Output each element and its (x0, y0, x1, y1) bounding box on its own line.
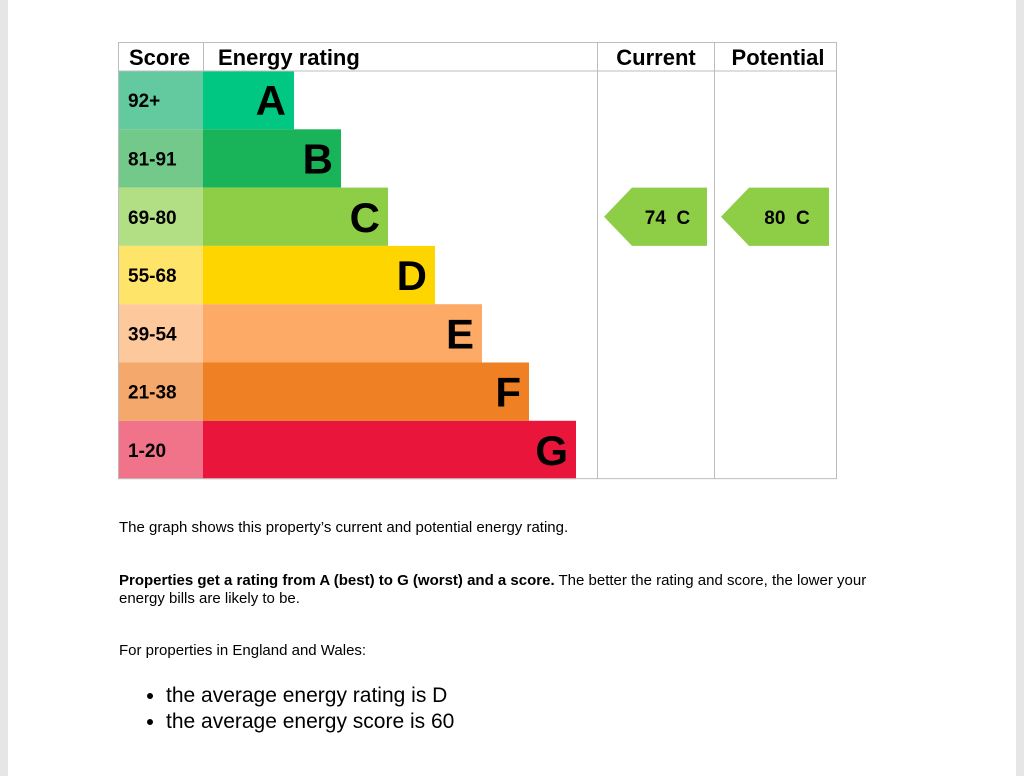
rating-explanation-bold: Properties get a rating from A (best) to… (119, 572, 555, 589)
score-cell-d (118, 245, 203, 305)
header-current: Current (616, 45, 696, 70)
score-cell-g (118, 420, 203, 480)
header-potential: Potential (732, 45, 825, 70)
band-bar-d (203, 245, 435, 305)
band-bar-f (203, 362, 529, 421)
arrows-group: 74 C 80 C (604, 187, 829, 246)
energy-rating-svg: Score Energy rating Current Potential 92… (118, 42, 837, 480)
band-letter-e: E (446, 310, 474, 357)
score-cell-e (118, 304, 203, 363)
score-range-g: 1-20 (128, 441, 166, 462)
score-range-a: 92+ (128, 91, 160, 112)
header-energy-rating: Energy rating (218, 45, 360, 70)
band-bar-g (203, 420, 576, 480)
rating-explanation: Properties get a rating from A (best) to… (119, 572, 909, 608)
current-rating-label: 74 C (645, 208, 691, 229)
averages-list: the average energy rating is D the avera… (119, 683, 454, 735)
potential-rating-label: 80 C (764, 208, 810, 229)
average-score-item: the average energy score is 60 (166, 709, 454, 735)
band-letter-c: C (350, 194, 380, 241)
header-score: Score (129, 45, 190, 70)
energy-rating-chart: Score Energy rating Current Potential 92… (118, 42, 837, 481)
score-cell-b (118, 129, 203, 188)
bands-group: 92+ A 81-91 B 69-80 C 55-68 D 39-54 E 21-38 F 1-20 G (118, 71, 576, 480)
score-range-f: 21-38 (128, 383, 177, 404)
current-rating-arrow (604, 187, 707, 246)
score-range-d: 55-68 (128, 266, 177, 287)
intro-text: The graph shows this property’s current … (119, 519, 569, 536)
score-cell-c (118, 187, 203, 246)
band-bar-c (203, 187, 388, 246)
band-bar-e (203, 304, 482, 363)
score-range-c: 69-80 (128, 208, 177, 229)
score-range-e: 39-54 (128, 324, 177, 345)
band-letter-g: G (535, 427, 568, 474)
band-bar-a (203, 71, 294, 130)
rating-explanation-rest: The better the rating and score, the low… (119, 572, 867, 607)
average-rating-item: the average energy rating is D (166, 683, 454, 709)
grid-lines (118, 42, 837, 480)
band-bar-b (203, 129, 341, 188)
score-range-b: 81-91 (128, 149, 177, 170)
score-cell-a (118, 71, 203, 130)
band-letter-d: D (397, 252, 427, 299)
band-letter-b: B (303, 135, 333, 182)
region-text: For properties in England and Wales: (119, 642, 367, 659)
potential-rating-arrow (721, 187, 829, 246)
band-letter-a: A (256, 77, 286, 124)
band-letter-f: F (495, 369, 521, 416)
page: Score Energy rating Current Potential 92… (8, 0, 1016, 776)
score-cell-f (118, 362, 203, 421)
